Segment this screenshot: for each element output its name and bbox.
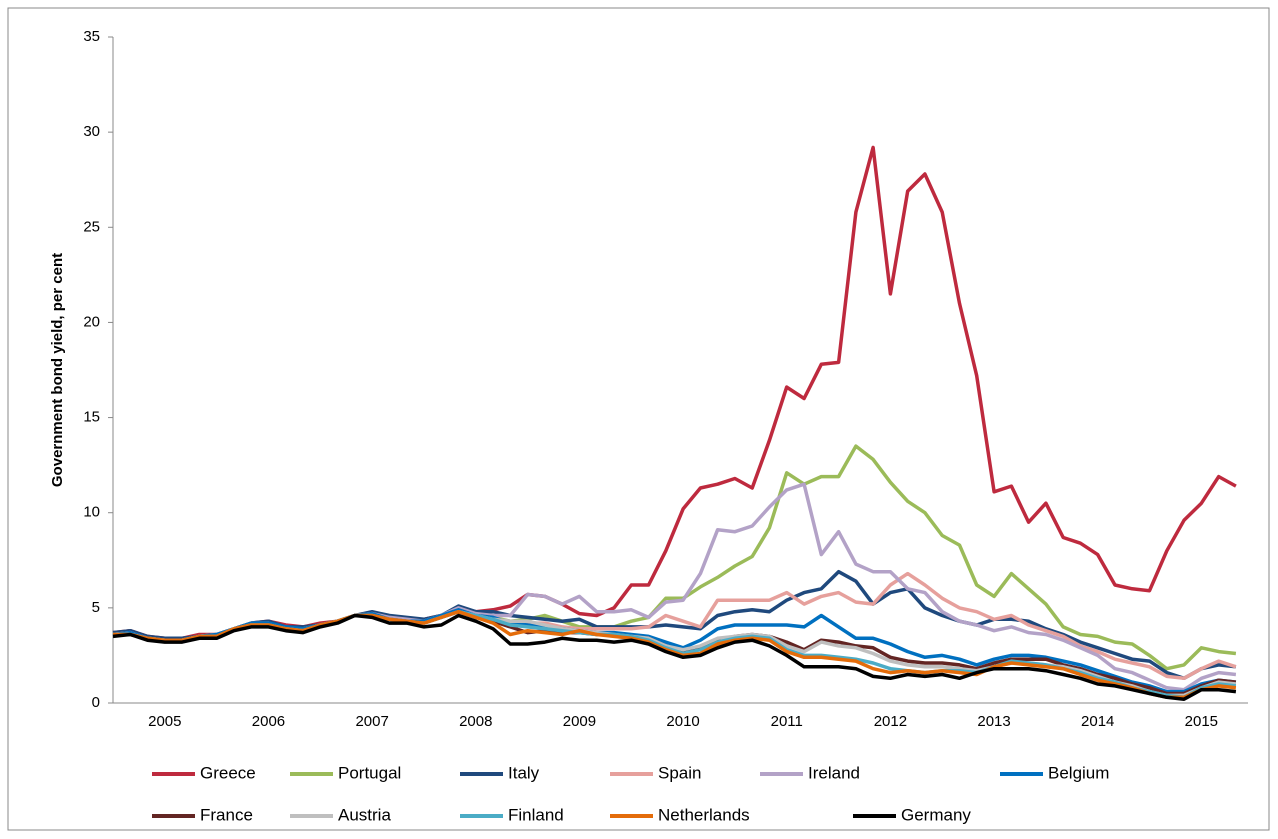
legend-label: Germany <box>901 805 971 824</box>
y-tick-label: 10 <box>83 504 100 521</box>
y-tick-label: 15 <box>83 409 100 426</box>
x-tick-label: 2013 <box>977 713 1010 730</box>
legend-label: Belgium <box>1048 763 1109 782</box>
y-tick-label: 35 <box>83 28 100 45</box>
x-tick-label: 2014 <box>1081 713 1114 730</box>
x-tick-label: 2010 <box>666 713 699 730</box>
legend-label: France <box>200 805 253 824</box>
x-tick-label: 2005 <box>148 713 181 730</box>
legend-label: Italy <box>508 763 540 782</box>
y-tick-label: 0 <box>92 694 100 711</box>
series-line <box>113 609 1237 700</box>
x-tick-label: 2006 <box>252 713 285 730</box>
legend-label: Spain <box>658 763 701 782</box>
x-tick-label: 2007 <box>355 713 388 730</box>
series-line <box>112 608 1237 694</box>
y-tick-label: 25 <box>83 218 100 235</box>
chart-frame <box>7 7 1270 831</box>
x-tick-label: 2011 <box>771 713 803 730</box>
y-tick-label: 20 <box>83 313 100 330</box>
legend-label: Greece <box>200 763 256 782</box>
series-line <box>112 613 1237 701</box>
legend-label: Finland <box>508 805 564 824</box>
x-tick-label: 2008 <box>459 713 492 730</box>
x-tick-label: 2015 <box>1185 713 1218 730</box>
y-tick-label: 5 <box>92 599 100 616</box>
y-axis-label: Government bond yield, per cent <box>49 253 66 487</box>
x-tick-label: 2009 <box>563 713 596 730</box>
x-tick-label: 2012 <box>874 713 907 730</box>
y-tick-label: 30 <box>83 123 100 140</box>
legend-label: Austria <box>338 805 391 824</box>
legend-label: Ireland <box>808 763 860 782</box>
legend-label: Portugal <box>338 763 401 782</box>
legend-label: Netherlands <box>658 805 750 824</box>
